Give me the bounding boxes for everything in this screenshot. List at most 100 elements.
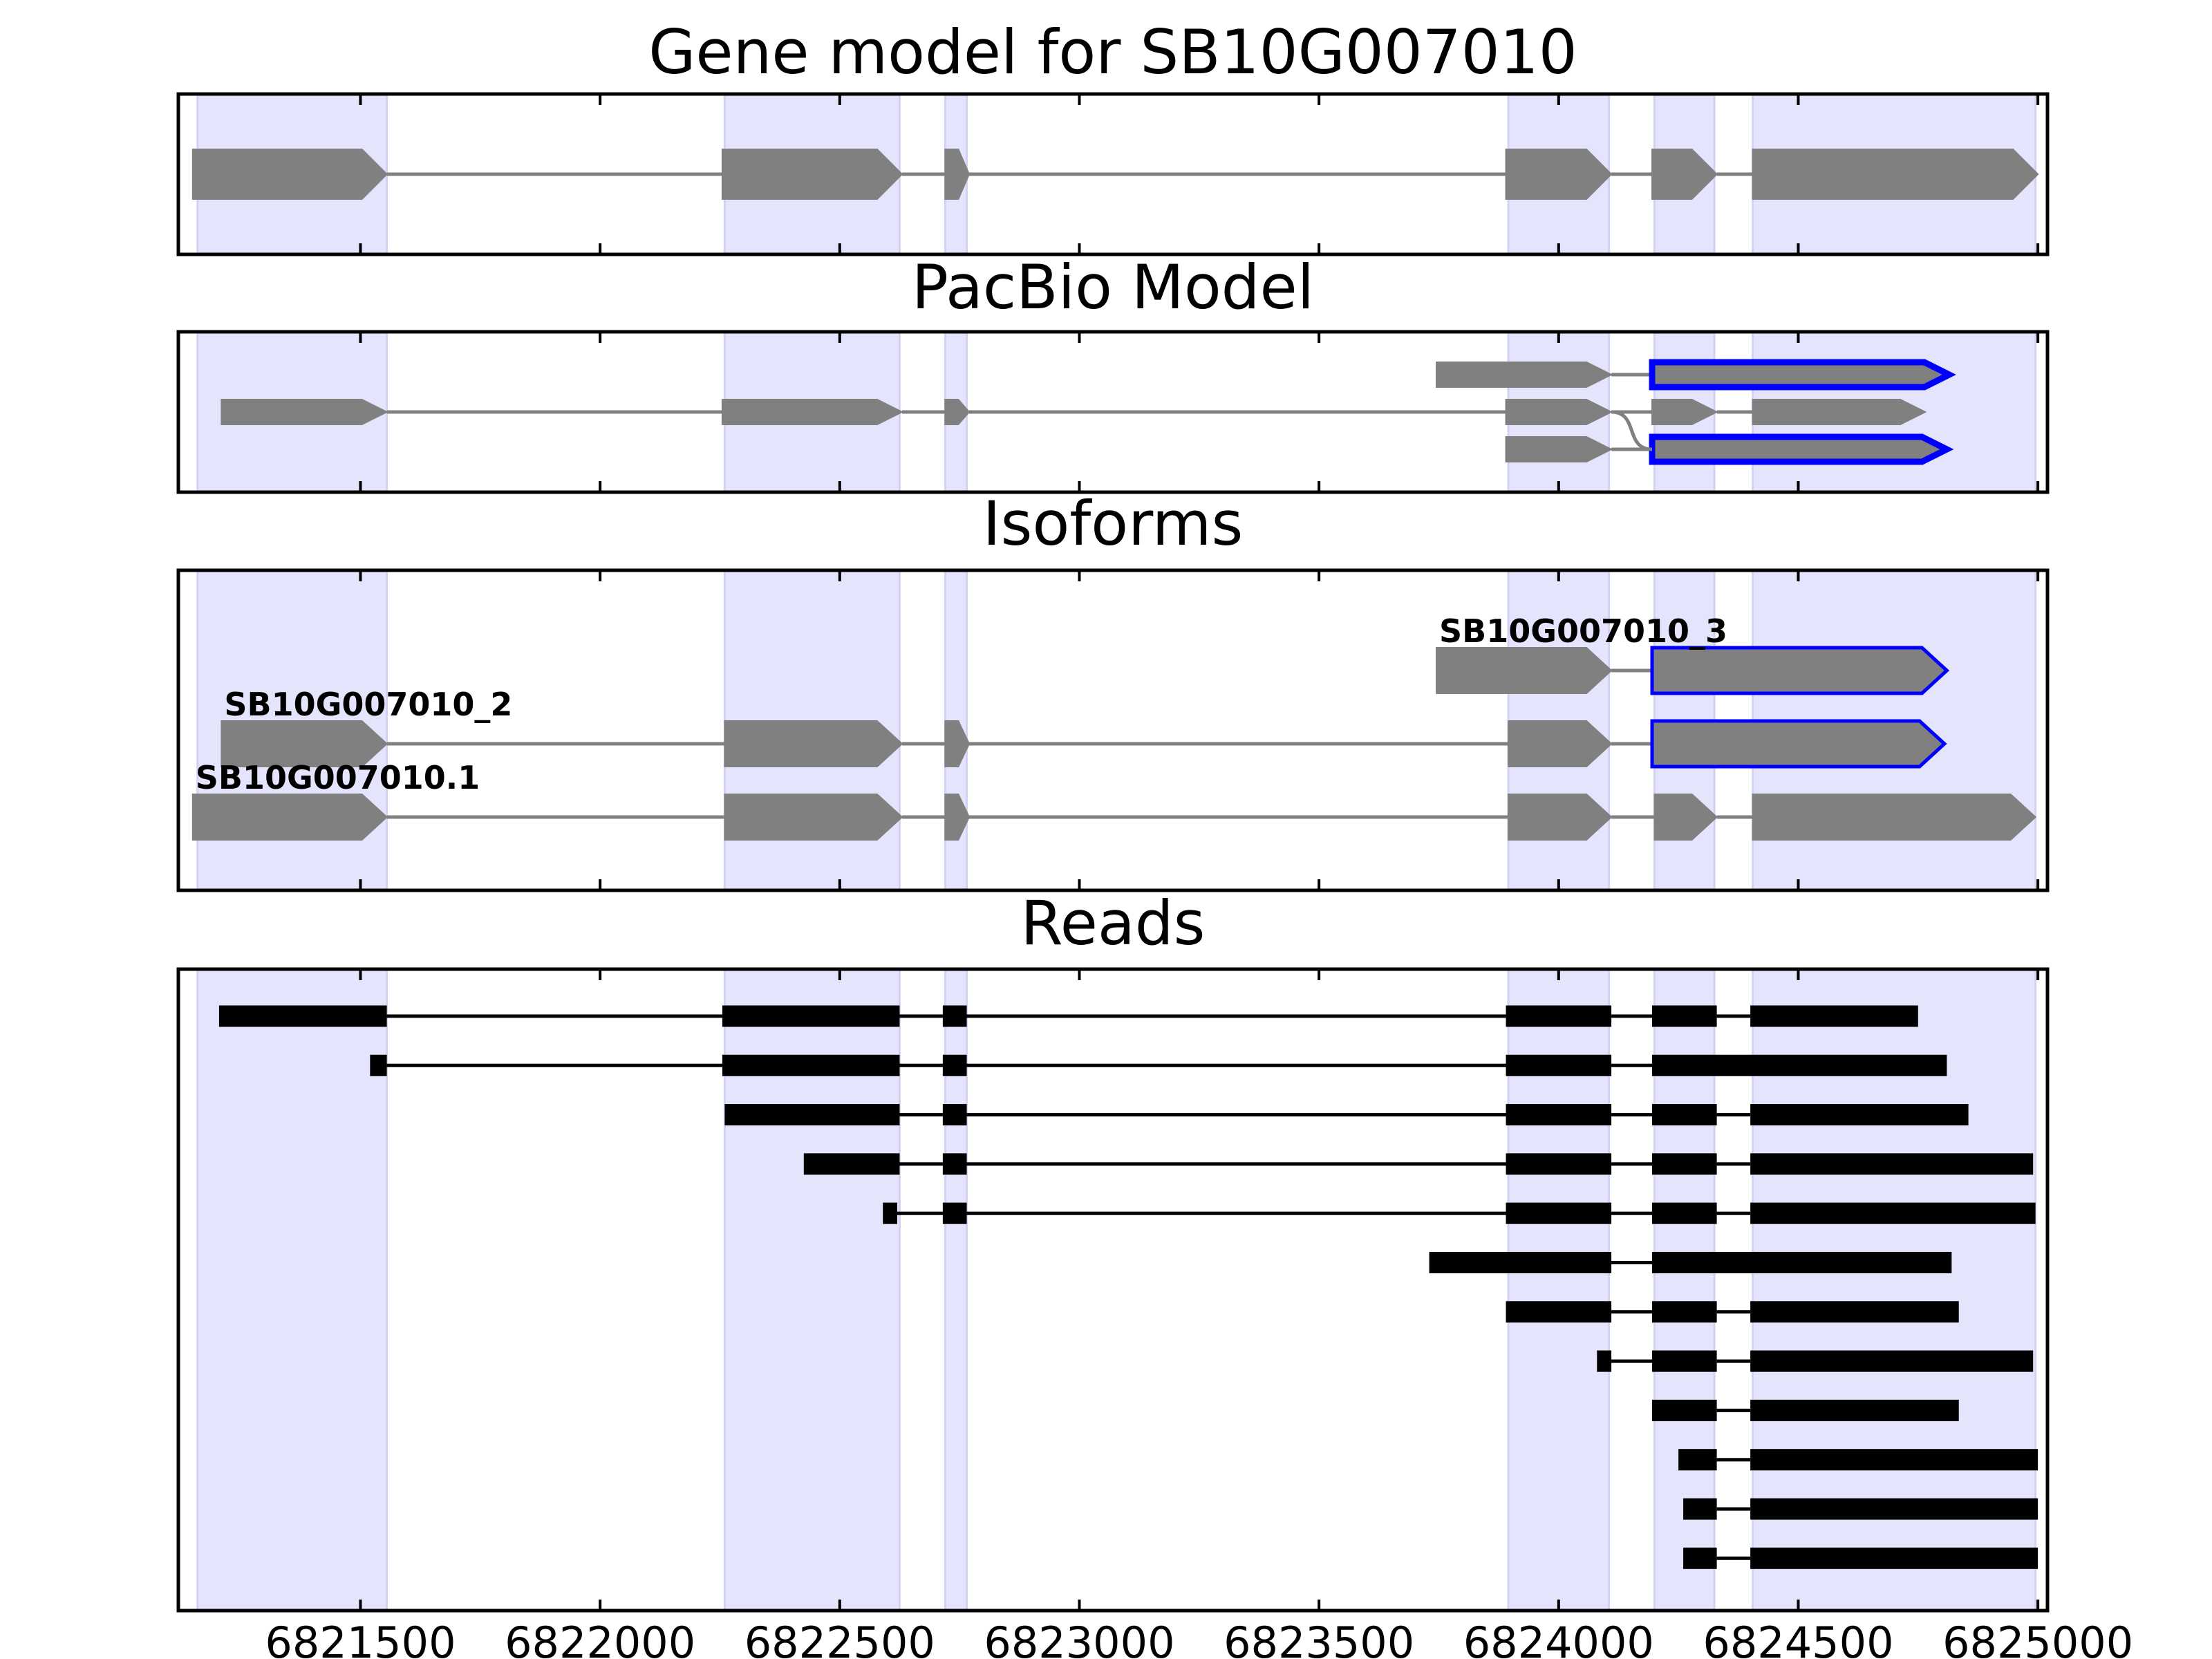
exon-arrow (724, 720, 903, 767)
exon-highlight-band (196, 968, 388, 1612)
x-axis: 6821500 6822000 6822500 6823000 6823500 68240… (265, 1618, 2133, 1659)
read-exon-block (1750, 1350, 2034, 1372)
x-tick-label: 6822500 (744, 1618, 935, 1659)
read-exon-block (1652, 1202, 1717, 1224)
read-exon-block (1506, 1104, 1612, 1126)
panel-frame (176, 967, 2050, 1613)
novel-exon-arrow (1649, 359, 1956, 391)
read-track (1683, 1547, 2038, 1569)
isoform-label: SB10G007010_2 (224, 686, 512, 723)
read-track (1597, 1350, 2034, 1372)
x-tick-label: 6825000 (1942, 1618, 2133, 1659)
exon-arrow (1505, 149, 1613, 200)
read-exon-block (1750, 1202, 2036, 1224)
panel-title-isoforms: Isoforms (983, 488, 1244, 559)
read-track (724, 1104, 1969, 1126)
read-exon-block (1652, 1301, 1717, 1323)
exon-arrow (191, 149, 388, 200)
novel-exon-arrow (1650, 646, 1950, 695)
read-exon-block (724, 1104, 900, 1126)
exon-arrow (944, 794, 971, 841)
read-exon-block (1750, 1301, 1959, 1323)
read-exon-block (1750, 1399, 1959, 1421)
read-exon-block (1506, 1153, 1612, 1175)
read-exon-block (942, 1153, 967, 1175)
read-track (370, 1054, 1947, 1076)
panel-title-pacbio-model: PacBio Model (912, 252, 1314, 323)
exon-arrow (944, 399, 971, 425)
read-exon-block (803, 1153, 900, 1175)
exon-arrow (1752, 794, 2037, 841)
transcript-track (1436, 359, 1956, 391)
read-exon-block (1652, 1153, 1717, 1175)
read-track (1506, 1301, 1959, 1323)
panel-pacbio-model: PacBio Model (176, 252, 2050, 494)
x-tick-label: 6823000 (984, 1618, 1174, 1659)
x-tick-label: 6821500 (265, 1618, 456, 1659)
read-track (1683, 1498, 2038, 1520)
read-exon-block (1506, 1202, 1612, 1224)
read-exon-block (1750, 1104, 1969, 1126)
read-exon-block (218, 1005, 387, 1027)
panel-frame (176, 330, 2050, 494)
read-exon-block (942, 1054, 967, 1076)
read-exon-block (1597, 1350, 1612, 1372)
read-exon-block (1429, 1252, 1612, 1273)
read-exon-block (1652, 1399, 1717, 1421)
read-track (1678, 1449, 2038, 1471)
x-tick-label: 6824000 (1463, 1618, 1654, 1659)
read-exon-block (1506, 1005, 1612, 1027)
read-exon-block (1652, 1350, 1717, 1372)
exon-arrow (191, 794, 388, 841)
exon-arrow (721, 149, 903, 200)
novel-exon-arrow (1649, 433, 1954, 465)
exon-arrow (1653, 794, 1718, 841)
transcript-track: SB10G007010.1 (191, 759, 2037, 841)
transcript-track (191, 149, 2039, 200)
exon-arrow (1752, 399, 1927, 425)
panel-reads: Reads (176, 888, 2050, 1613)
exon-arrow (1505, 399, 1613, 425)
exon-arrow (1436, 647, 1613, 694)
read-exon-block (942, 1202, 967, 1224)
exon-arrow (1752, 149, 2039, 200)
isoform-label: SB10G007010_3 (1439, 612, 1727, 650)
splice-connector (1611, 410, 1653, 451)
exon-arrow (721, 399, 904, 425)
read-exon-block (722, 1005, 900, 1027)
exon-arrow (1508, 794, 1613, 841)
x-tick-label: 6823500 (1224, 1618, 1414, 1659)
transcript-track (221, 399, 1927, 425)
read-exon-block (1652, 1104, 1717, 1126)
transcript-track: SB10G007010_3 (1436, 612, 1950, 695)
transcript-track: SB10G007010_2 (221, 686, 1947, 769)
read-exon-block (1750, 1005, 1918, 1027)
read-exon-block (370, 1054, 387, 1076)
read-exon-block (1750, 1498, 2038, 1520)
x-tick-label: 6822000 (505, 1618, 695, 1659)
exon-arrow (944, 720, 971, 767)
read-exon-block (1652, 1252, 1952, 1273)
panel-gene-model: Gene model for SB10G007010 (176, 17, 2050, 256)
read-track (218, 1005, 1918, 1027)
exon-arrow (1508, 720, 1613, 767)
transcript-track (1505, 433, 1954, 465)
read-track (803, 1153, 2034, 1175)
panel-frame (176, 568, 2050, 892)
read-exon-block (1750, 1449, 2038, 1471)
exon-arrow (1436, 362, 1613, 388)
read-track (1652, 1399, 1959, 1421)
read-exon-block (722, 1054, 900, 1076)
read-exon-block (1506, 1054, 1612, 1076)
read-exon-block (942, 1005, 967, 1027)
read-exon-block (1683, 1547, 1717, 1569)
exon-arrow (221, 720, 388, 767)
exon-arrow (1505, 436, 1613, 462)
exon-arrow (944, 149, 971, 200)
read-exon-block (1506, 1301, 1612, 1323)
read-exon-block (942, 1104, 967, 1126)
read-exon-block (1652, 1054, 1947, 1076)
read-exon-block (883, 1202, 897, 1224)
isoform-label: SB10G007010.1 (196, 759, 480, 796)
